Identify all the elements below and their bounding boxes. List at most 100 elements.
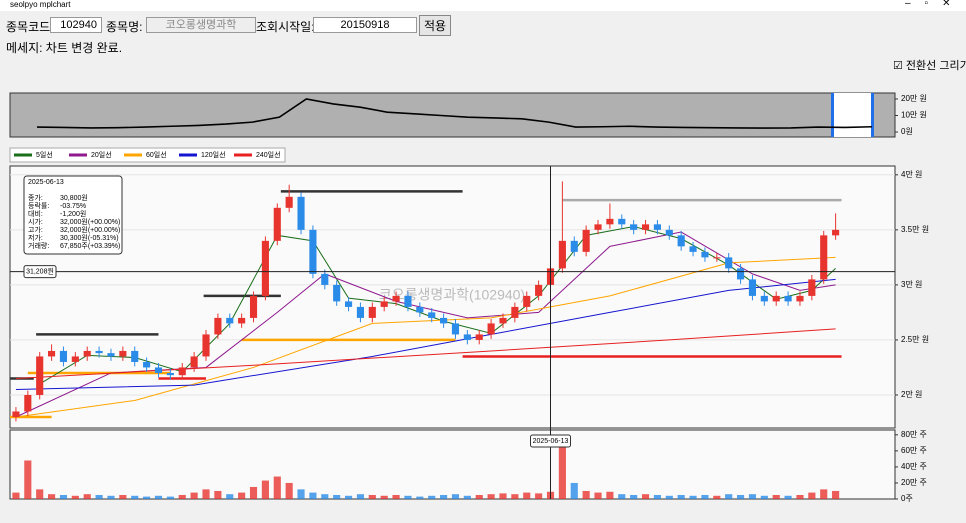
volume-bar <box>321 494 329 499</box>
date-input[interactable]: 20150918 <box>313 17 417 33</box>
candle-body <box>725 257 733 269</box>
volume-bar <box>226 494 234 499</box>
info-key: 대비: <box>28 209 43 218</box>
legend-label: 20일선 <box>91 150 112 159</box>
candle-body <box>475 334 483 340</box>
volume-bar <box>760 495 768 499</box>
volume-bar <box>190 492 198 499</box>
volume-bar <box>440 494 448 499</box>
volume-bar <box>499 493 507 499</box>
volume-bar <box>832 490 840 499</box>
volume-bar <box>36 489 44 499</box>
info-value: 30,800원 <box>60 193 88 202</box>
info-value: 32,000원(+00.00%) <box>60 225 120 234</box>
legend-label: 120일선 <box>201 150 226 159</box>
volume-bar <box>511 494 519 499</box>
volume-bar <box>523 492 531 499</box>
candle-body <box>535 284 543 296</box>
volume-bar <box>95 494 103 499</box>
volume-bar <box>131 495 139 499</box>
title-bar <box>0 0 966 11</box>
candle-body <box>440 317 448 324</box>
candle-body <box>166 372 174 376</box>
info-box <box>23 175 123 255</box>
candle-body <box>344 301 353 307</box>
candle-body <box>59 350 68 362</box>
candle-body <box>333 284 341 302</box>
info-key: 저가: <box>28 233 43 242</box>
candle-body <box>582 229 590 252</box>
chart: 20만 원 10만 원 0원 5일선 20일선 60일선 120일선 240일선 4만 원 3.5… <box>9 92 929 503</box>
candle-body <box>558 240 566 269</box>
volume-bar <box>606 491 614 499</box>
candle-body <box>820 235 828 280</box>
y-tick-label: 20만 주 <box>901 478 927 487</box>
candle-body <box>808 279 816 296</box>
candle-body <box>832 229 840 236</box>
volume-bar <box>285 482 293 499</box>
candle-body <box>380 301 388 307</box>
candle-body <box>677 235 685 247</box>
candle-body <box>12 411 20 417</box>
checkbox[interactable]: ☑ 전환선 그리기 <box>893 57 966 73</box>
y-tick-label: 0원 <box>901 127 913 136</box>
volume-bar <box>594 492 602 499</box>
candle-body <box>226 317 234 324</box>
candle-body <box>784 295 792 302</box>
legend-label: 240일선 <box>256 150 281 159</box>
volume-bar <box>808 492 816 499</box>
candle-body <box>463 334 471 340</box>
volume-bar <box>487 494 495 499</box>
volume-bar <box>475 494 483 499</box>
legend-label: 5일선 <box>36 150 53 159</box>
volume-bar <box>71 495 79 499</box>
candle-body <box>261 240 269 296</box>
candle-body <box>95 350 103 354</box>
message: 메세지: 차트 변경 완료. <box>6 41 123 55</box>
info-value: 67,850주(+03.39%) <box>60 242 120 250</box>
volume-bar <box>202 489 210 499</box>
candle-body <box>321 273 329 285</box>
info-key: 등락률: <box>28 202 49 210</box>
volume-bar <box>558 438 566 499</box>
candle-body <box>297 196 305 230</box>
label: 종목명: <box>106 20 143 34</box>
legend <box>9 147 286 163</box>
overview-window <box>832 93 873 137</box>
info-key: 종가: <box>28 193 43 202</box>
name-input: 코오롱생명과학 <box>146 17 256 33</box>
candle-body <box>214 317 222 335</box>
volume-bar <box>630 494 638 499</box>
overview-panel <box>9 92 896 138</box>
volume-bar <box>618 494 626 499</box>
volume-bar <box>309 492 317 499</box>
volume-bar <box>653 494 661 499</box>
candle-body <box>570 240 578 252</box>
price-label: 31,208원 <box>26 266 54 275</box>
overview-handle <box>831 93 834 137</box>
label: 조회시작일: <box>256 20 315 34</box>
candle-body <box>618 218 626 225</box>
candle-body <box>24 394 32 412</box>
info-value: -03.75% <box>60 203 86 210</box>
volume-bar <box>701 494 709 499</box>
volume-bar <box>582 490 590 499</box>
apply-button[interactable]: 적용 <box>419 15 452 36</box>
volume-bar <box>796 494 804 499</box>
volume-bar <box>392 494 400 499</box>
info-key: 거래량: <box>28 241 49 250</box>
volume-bar <box>416 496 424 499</box>
volume-bar <box>737 494 745 499</box>
overview-line <box>36 98 873 129</box>
candle-body <box>701 251 709 258</box>
volume-bar <box>119 494 127 499</box>
candle-body <box>653 224 661 230</box>
y-tick-label: 40만 주 <box>901 462 927 471</box>
candle-body <box>630 224 638 230</box>
volume-bar <box>820 489 828 499</box>
window-controls[interactable]: –▫✕ <box>905 0 965 9</box>
volume-bar <box>297 489 305 499</box>
code-input[interactable]: 102940 <box>50 17 102 33</box>
candle-body <box>36 356 44 395</box>
